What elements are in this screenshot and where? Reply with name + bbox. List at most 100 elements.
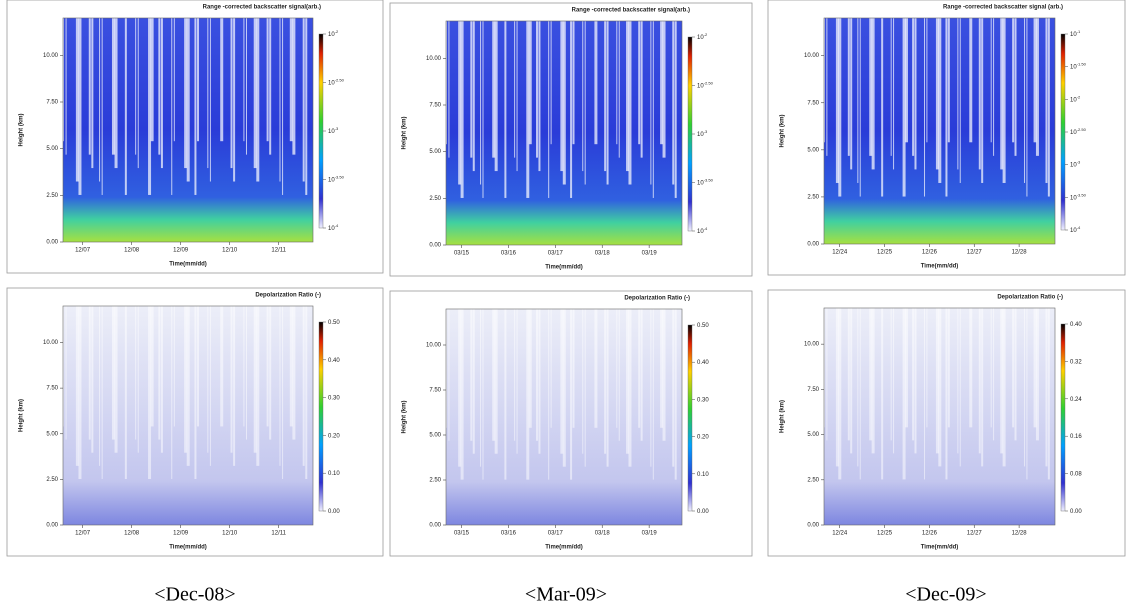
heatmap-streak xyxy=(253,18,257,169)
colorbar xyxy=(687,324,693,512)
y-tick-label: 5.00 xyxy=(46,431,58,437)
heatmap-streak xyxy=(269,18,272,155)
x-axis-label: Time(mm/dd) xyxy=(169,262,207,268)
heatmap-streak xyxy=(835,308,839,467)
x-tick-label: 03/15 xyxy=(454,531,470,537)
x-tick-label: 03/17 xyxy=(548,251,564,257)
colorbar-tick-label: 0.10 xyxy=(328,471,340,477)
heatmap-streak xyxy=(302,18,305,182)
heatmap-streak xyxy=(1045,18,1048,183)
y-tick-label: 7.50 xyxy=(46,100,58,106)
heatmap-streak xyxy=(292,306,296,440)
heatmap-streak xyxy=(65,306,67,440)
heatmap-streak xyxy=(538,21,541,172)
heatmap-streak xyxy=(538,309,541,454)
heatmap-streak xyxy=(881,308,884,480)
heatmap-streak xyxy=(253,306,257,453)
heatmap-streak xyxy=(562,21,566,185)
x-tick-label: 12/26 xyxy=(922,250,938,256)
heatmap-streak xyxy=(914,308,917,454)
colorbar-tick-label: 0.10 xyxy=(697,471,709,477)
heatmap-streak xyxy=(266,18,269,142)
y-tick-label: 7.50 xyxy=(429,388,441,394)
heatmap-streak xyxy=(652,309,654,480)
heatmap-streak xyxy=(550,309,552,428)
x-tick-label: 12/26 xyxy=(922,531,938,537)
heatmap-streak xyxy=(850,308,853,454)
heatmap-streak xyxy=(618,21,620,158)
x-tick-label: 12/28 xyxy=(1012,531,1028,537)
heatmap-streak xyxy=(1047,18,1050,197)
x-tick-label: 12/25 xyxy=(877,531,893,537)
y-tick-label: 10.00 xyxy=(426,343,442,349)
x-tick-label: 12/24 xyxy=(832,531,848,537)
colorbar-tick-label: 0.00 xyxy=(328,509,340,515)
x-tick-label: 12/27 xyxy=(967,250,983,256)
heatmap-streak xyxy=(1035,18,1039,156)
heatmap-streak xyxy=(160,306,163,453)
colorbar-tick-label: 0.30 xyxy=(328,395,340,401)
heatmap-streak xyxy=(220,306,224,427)
x-axis-label: Time(mm/dd) xyxy=(545,265,583,271)
heatmap-streak xyxy=(160,18,163,169)
heatmap-streak xyxy=(492,21,496,158)
x-axis-label: Time(mm/dd) xyxy=(545,545,583,551)
colorbar-tick-label: 10-2 xyxy=(328,29,339,38)
heatmap-streak xyxy=(158,18,161,155)
heatmap-streak xyxy=(945,308,948,480)
x-tick-label: 12/07 xyxy=(75,248,91,254)
heatmap-streak xyxy=(947,18,950,143)
heatmap-streak xyxy=(233,306,236,466)
heatmap-streak xyxy=(606,21,609,185)
heatmap-streak xyxy=(101,306,103,480)
heatmap-streak xyxy=(548,309,550,480)
heatmap-streak xyxy=(171,306,173,480)
heatmap-streak xyxy=(245,18,247,155)
y-tick-label: 2.50 xyxy=(807,194,819,200)
heatmap-streak xyxy=(604,309,607,454)
heatmap-streak xyxy=(662,309,666,441)
colorbar-tick-label: 10-3.50 xyxy=(1070,192,1087,201)
heatmap-streak xyxy=(978,18,981,170)
heatmap-streak xyxy=(594,21,598,145)
heatmap-streak xyxy=(504,309,507,480)
heatmap-streak xyxy=(912,308,915,441)
colorbar-tick-label: 0.50 xyxy=(697,323,709,329)
heatmap-streak xyxy=(890,308,892,441)
heatmap-streak xyxy=(448,21,450,158)
y-axis-label: Height (km) xyxy=(402,400,408,433)
heatmap-streak xyxy=(305,306,308,480)
heatmap-streak xyxy=(289,18,293,142)
caption: <Mar-09> xyxy=(525,584,607,606)
y-tick-label: 0.00 xyxy=(429,523,441,529)
plot-frame xyxy=(445,308,683,526)
plot-frame xyxy=(823,307,1056,526)
heatmap-streak xyxy=(480,21,482,185)
heatmap-streak xyxy=(209,306,211,466)
heatmap-streak xyxy=(1033,308,1037,428)
colorbar-tick-label: 0.08 xyxy=(1070,471,1082,477)
heatmap-streak xyxy=(75,306,79,466)
colorbar-tick-label: 10-1.50 xyxy=(1070,62,1087,71)
heatmap-streak xyxy=(135,306,137,440)
heatmap-streak xyxy=(494,309,498,454)
heatmap-streak xyxy=(173,306,175,427)
heatmap-streak xyxy=(935,18,939,170)
y-tick-label: 0.00 xyxy=(807,242,819,248)
heatmap-streak xyxy=(957,18,959,170)
heatmap-streak xyxy=(184,18,188,169)
x-tick-label: 12/11 xyxy=(271,248,286,254)
x-tick-label: 03/16 xyxy=(501,251,517,257)
y-axis-label: Height (km) xyxy=(780,114,786,147)
heatmap-streak xyxy=(626,309,630,454)
heatmap-streak xyxy=(570,21,573,198)
plot-frame xyxy=(62,17,314,243)
x-tick-label: 12/10 xyxy=(222,531,238,537)
heatmap-streak xyxy=(269,306,272,440)
heatmap-streak xyxy=(173,18,175,142)
heatmap-streak xyxy=(528,21,532,145)
heatmap-streak xyxy=(186,18,190,182)
heatmap-streak xyxy=(148,306,152,480)
colorbar xyxy=(687,36,693,232)
heatmap-streak xyxy=(292,18,296,155)
